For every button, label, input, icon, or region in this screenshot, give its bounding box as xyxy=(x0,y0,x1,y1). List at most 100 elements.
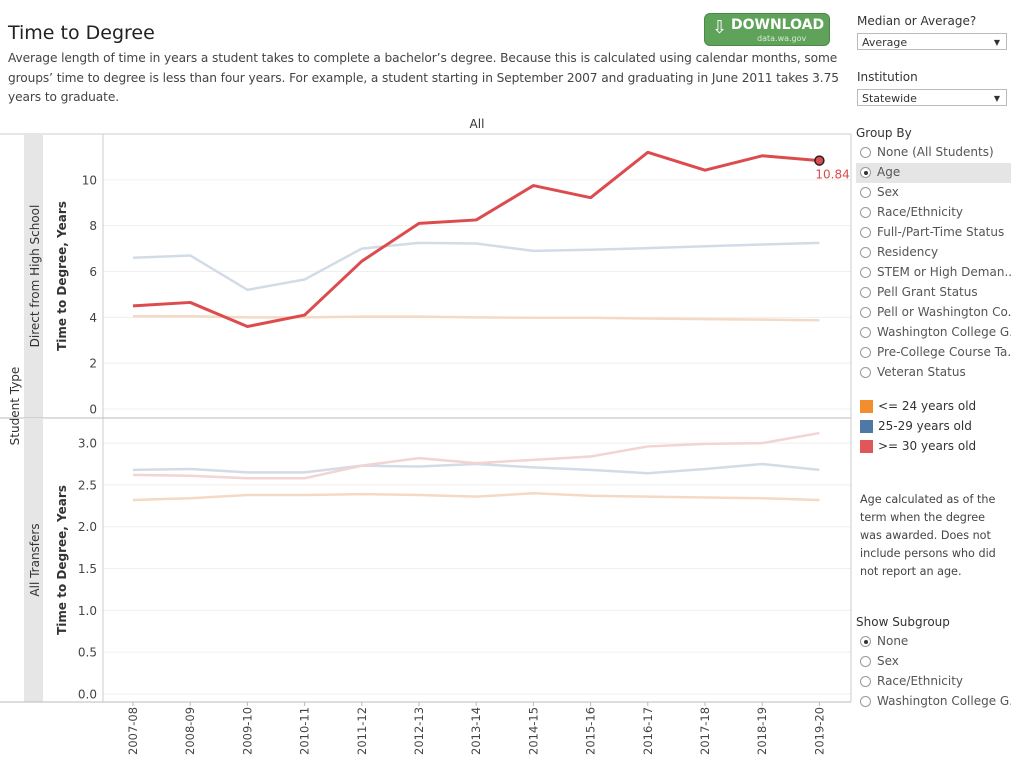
highlight-point xyxy=(814,155,825,166)
group-by-option-label: Age xyxy=(877,165,901,179)
group-by-option-label: Pell or Washington Co... xyxy=(877,305,1011,319)
subgroup-option[interactable]: Washington College G... xyxy=(856,692,1011,712)
group-by-option-label: None (All Students) xyxy=(877,145,994,159)
y-axis-title: Time to Degree, Years xyxy=(55,201,69,351)
radio-icon[interactable] xyxy=(860,287,871,298)
group-by-option[interactable]: Residency xyxy=(856,243,1011,263)
group-by-option-label: Sex xyxy=(877,185,899,199)
group-by-option[interactable]: Pell Grant Status xyxy=(856,283,1011,303)
legend-label: >= 30 years old xyxy=(878,439,977,453)
legend-label: <= 24 years old xyxy=(878,399,977,413)
download-arrow-icon: ⇩ xyxy=(712,17,728,38)
group-by-option[interactable]: Age xyxy=(856,163,1011,183)
series-line--24-years-old xyxy=(133,314,820,322)
radio-icon[interactable] xyxy=(860,147,871,158)
group-by-option[interactable]: Washington College G... xyxy=(856,323,1011,343)
institution-value: Statewide xyxy=(862,92,917,105)
x-tick-label: 2011-12 xyxy=(355,707,369,755)
group-by-option[interactable]: Pre-College Course Ta... xyxy=(856,343,1011,363)
row-header-label: All Transfers xyxy=(28,523,42,596)
median-average-value: Average xyxy=(862,36,908,49)
group-by-option-label: Washington College G... xyxy=(877,325,1011,339)
row-header-label: Direct from High School xyxy=(28,205,42,348)
series-line-25-29-years-old xyxy=(132,241,820,292)
group-by-label: Group By xyxy=(856,126,912,140)
radio-icon[interactable] xyxy=(860,207,871,218)
group-by-option-label: STEM or High Deman... xyxy=(877,265,1011,279)
legend-swatch xyxy=(860,420,873,433)
subgroup-option[interactable]: Sex xyxy=(856,652,1011,672)
group-by-option[interactable]: Race/Ethnicity xyxy=(856,203,1011,223)
y-tick-label: 2.5 xyxy=(78,478,97,492)
y-tick-label: 0 xyxy=(89,403,97,417)
series-line--30-years-old xyxy=(132,431,820,480)
page-title: Time to Degree xyxy=(8,22,155,44)
institution-label: Institution xyxy=(857,70,918,84)
x-tick-label: 2019-20 xyxy=(812,707,826,755)
group-by-option[interactable]: None (All Students) xyxy=(856,143,1011,163)
institution-select[interactable]: Statewide ▼ xyxy=(857,89,1007,106)
group-by-option-label: Race/Ethnicity xyxy=(877,205,964,219)
row-header-band xyxy=(24,134,43,418)
x-tick-label: 2014-15 xyxy=(526,707,540,755)
radio-icon[interactable] xyxy=(860,307,871,318)
radio-icon[interactable] xyxy=(860,676,871,687)
chevron-down-icon: ▼ xyxy=(993,38,1000,47)
y-tick-label: 0.5 xyxy=(78,646,97,660)
radio-icon[interactable] xyxy=(860,327,871,338)
series-line--24-years-old xyxy=(132,492,820,502)
y-tick-label: 1.5 xyxy=(78,562,97,576)
group-by-option[interactable]: STEM or High Deman... xyxy=(856,263,1011,283)
subgroup-option[interactable]: None xyxy=(856,632,1011,652)
radio-icon[interactable] xyxy=(860,267,871,278)
radio-icon[interactable] xyxy=(860,367,871,378)
group-by-option-label: Pre-College Course Ta... xyxy=(877,345,1011,359)
radio-icon[interactable] xyxy=(860,656,871,667)
subgroup-option-label: Washington College G... xyxy=(877,694,1011,708)
column-header: All xyxy=(470,117,485,131)
median-average-label: Median or Average? xyxy=(857,14,977,28)
subgroup-option-label: Sex xyxy=(877,654,899,668)
legend-label: 25-29 years old xyxy=(878,419,972,433)
subgroup-option-label: None xyxy=(877,634,909,648)
y-tick-label: 3.0 xyxy=(78,437,97,451)
x-tick-label: 2008-09 xyxy=(183,707,197,755)
group-by-option-label: Pell Grant Status xyxy=(877,285,978,299)
x-tick-label: 2012-13 xyxy=(412,707,426,755)
x-tick-label: 2018-19 xyxy=(755,707,769,755)
legend-swatch xyxy=(860,400,873,413)
y-tick-label: 1.0 xyxy=(78,604,97,618)
row-axis-title: Student Type xyxy=(8,367,22,446)
x-tick-label: 2016-17 xyxy=(641,707,655,755)
radio-icon[interactable] xyxy=(860,636,871,647)
series-line--30-years-old xyxy=(132,150,820,328)
group-by-option[interactable]: Full-/Part-Time Status xyxy=(856,223,1011,243)
radio-icon[interactable] xyxy=(860,187,871,198)
y-tick-label: 2.0 xyxy=(78,520,97,534)
radio-icon[interactable] xyxy=(860,227,871,238)
y-tick-label: 4 xyxy=(89,311,97,325)
download-button[interactable]: ⇩ DOWNLOAD data.wa.gov xyxy=(704,13,830,46)
legend-swatch xyxy=(860,440,873,453)
download-label: DOWNLOAD xyxy=(731,17,825,33)
download-sublabel: data.wa.gov xyxy=(757,34,807,43)
radio-icon[interactable] xyxy=(860,347,871,358)
group-by-option[interactable]: Pell or Washington Co... xyxy=(856,303,1011,323)
x-tick-label: 2013-14 xyxy=(469,707,483,755)
series-line-25-29-years-old xyxy=(132,462,820,475)
radio-icon[interactable] xyxy=(860,247,871,258)
radio-icon[interactable] xyxy=(860,696,871,707)
time-to-degree-chart: All Student Type Direct from High School Ti… xyxy=(0,117,852,755)
group-by-option-label: Full-/Part-Time Status xyxy=(877,225,1005,239)
median-average-select[interactable]: Average ▼ xyxy=(857,33,1007,50)
group-by-option-label: Veteran Status xyxy=(877,365,966,379)
subgroup-option[interactable]: Race/Ethnicity xyxy=(856,672,1011,692)
x-tick-label: 2015-16 xyxy=(584,707,598,755)
group-by-option[interactable]: Sex xyxy=(856,183,1011,203)
radio-icon[interactable] xyxy=(860,167,871,178)
y-tick-label: 2 xyxy=(89,357,97,371)
show-subgroup-label: Show Subgroup xyxy=(856,615,950,629)
group-by-option[interactable]: Veteran Status xyxy=(856,363,1011,383)
highlight-data-label: 10.84 xyxy=(815,168,849,182)
chevron-down-icon: ▼ xyxy=(993,94,1000,103)
